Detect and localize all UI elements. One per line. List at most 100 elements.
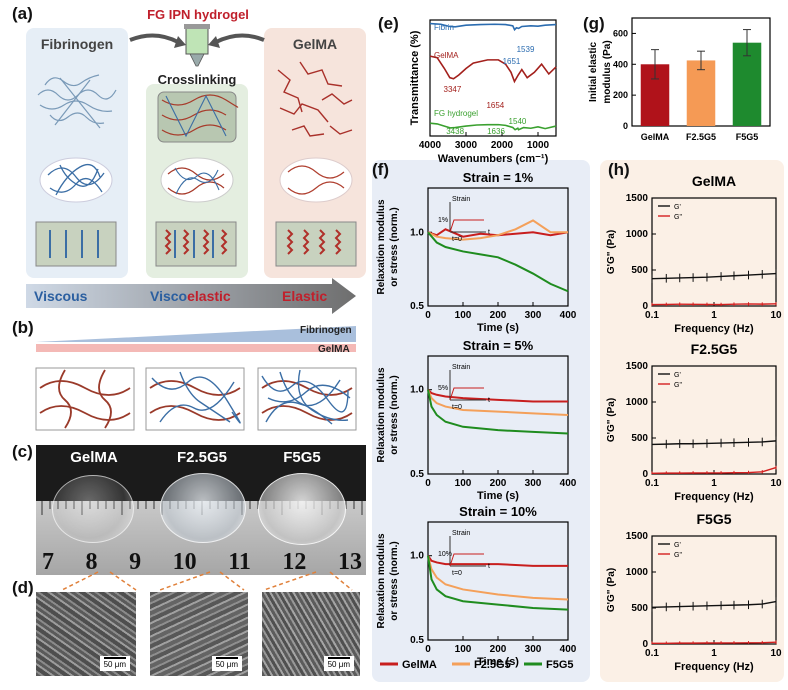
inset-t: t	[488, 229, 490, 236]
y-tick-label: 1500	[626, 193, 649, 204]
subplot-title: Strain = 1%	[463, 170, 534, 185]
plot-frame	[651, 197, 777, 307]
inset-strain-label: Strain	[452, 530, 470, 537]
panel-label-e: (e)	[378, 14, 399, 33]
crosslinking-label: Crosslinking	[157, 72, 237, 87]
y-axis-label: G'G" (Pa)	[606, 568, 617, 612]
scale-bar-label: 50 μm	[327, 660, 350, 669]
legend-label: F5G5	[546, 659, 574, 671]
viscoelastic-label: Viscoelastic	[150, 288, 231, 304]
inset-strain-label: Strain	[452, 364, 470, 371]
x-tick-label: 1	[711, 310, 717, 321]
legend-label: G"	[674, 214, 682, 221]
series-g-double-prime	[651, 466, 777, 474]
sem-image-f5g5: 50 μm	[262, 592, 360, 676]
plot-frame	[651, 535, 777, 645]
viscoelastic-block	[155, 221, 237, 267]
legend-label: G"	[674, 382, 682, 389]
y-tick-label: 0	[642, 301, 648, 312]
inset-strain-value: 10%	[438, 551, 452, 558]
hydrogel-gelma	[52, 475, 134, 543]
x-tick-label: 0	[425, 644, 431, 655]
legend-label: G'	[674, 542, 681, 549]
series-line-gelma	[427, 388, 568, 403]
y-axis-label-line2: or stress (norm.)	[389, 207, 400, 286]
plot-frame	[429, 19, 557, 137]
series-line-f25g5	[427, 219, 568, 241]
y-axis-label: Transmittance (%)	[409, 30, 421, 125]
x-tick-label: F2.5G5	[686, 132, 716, 142]
inset-t: t	[488, 563, 490, 570]
x-tick-label: 4000	[419, 140, 442, 151]
inset-strain-step	[449, 219, 484, 233]
panel-label-g: (g)	[583, 14, 605, 33]
photo-hydrogels: 7 8 9 10 11 12 13 GelMA F2.5G5 F5G5	[36, 445, 366, 575]
fibrinogen-label: Fibrinogen	[40, 36, 114, 52]
scale-bar: 50 μm	[99, 656, 130, 671]
ruler-number: 10	[172, 549, 197, 575]
y-tick-label: 0	[642, 469, 648, 480]
legend-label: GelMA	[402, 659, 437, 671]
panel-b-schematic	[35, 326, 357, 431]
inset-strain-value: 5%	[438, 385, 448, 392]
inset-t0: t=0	[452, 404, 462, 411]
legend-fibrin: Fibrin	[434, 23, 454, 32]
left-arrow	[129, 33, 179, 44]
gelma-label: GelMA	[292, 36, 338, 52]
viscous-block	[35, 221, 117, 267]
network-gelma	[35, 367, 135, 431]
y-tick-label: 1000	[626, 229, 649, 240]
y-axis-label-line1: Relaxation modulus	[376, 199, 387, 294]
y-axis-label-line1: Initial elastic	[588, 42, 599, 102]
x-tick-label: 300	[525, 644, 542, 655]
zoom-lines	[61, 571, 353, 591]
y-tick-label: 500	[631, 433, 648, 444]
hydrogel-f25g5	[160, 473, 246, 543]
y-tick-label: 200	[613, 90, 628, 100]
viscoelastic-arrow	[26, 278, 356, 314]
x-tick-label: 10	[770, 648, 782, 659]
x-tick-label: 0	[425, 478, 431, 489]
gelma-bar	[36, 344, 356, 352]
ruler-number: 13	[337, 549, 362, 575]
elastic-label: Elastic	[282, 288, 328, 304]
inset-t0: t=0	[452, 236, 462, 243]
x-tick-label: 100	[455, 644, 472, 655]
series-line-fibrin	[429, 22, 557, 32]
panel-label-c: (c)	[12, 442, 33, 461]
sample-label-gelma: GelMA	[70, 449, 118, 466]
series-g-prime	[651, 600, 777, 608]
series-line-f5g5	[427, 389, 569, 435]
panel-label-b: (b)	[12, 318, 34, 337]
ruler-number: 12	[282, 549, 307, 575]
x-tick-label: 1000	[527, 140, 550, 151]
elastic-block	[275, 221, 357, 267]
panel-h-background	[600, 160, 784, 682]
syringe-icon	[184, 24, 210, 67]
y-tick-label: 0	[642, 639, 648, 650]
peak-annotation: 1539	[517, 45, 535, 54]
x-tick-label: 100	[455, 310, 472, 321]
ruler-numbers: 7 8 9 10 11 12 13	[42, 549, 362, 575]
x-tick-label: 2000	[491, 140, 514, 151]
fibrinogen-gradient-bar	[36, 326, 356, 342]
x-tick-label: 1	[711, 648, 717, 659]
y-tick-label: 1.0	[410, 385, 424, 396]
panel-a-schematic	[26, 24, 357, 314]
y-tick-label: 1.0	[410, 551, 424, 562]
legend-label: F2.5G5	[474, 659, 511, 671]
bar	[732, 42, 762, 126]
y-tick-label: 600	[613, 28, 628, 38]
subplot-title: F5G5	[696, 511, 731, 527]
x-tick-label: 100	[455, 478, 472, 489]
fibrinogen-bar-label: Fibrinogen	[300, 325, 352, 336]
fg-ipn-title: FG IPN hydrogel	[147, 7, 249, 22]
bar	[686, 60, 716, 126]
panel-label-h: (h)	[608, 160, 630, 179]
series-g-prime	[651, 272, 777, 280]
y-axis-label-line2: or stress (norm.)	[389, 375, 400, 454]
subplot-title: Strain = 10%	[459, 504, 537, 519]
x-tick-label: 200	[490, 310, 507, 321]
hydrogel-f5g5	[258, 473, 346, 545]
peak-annotation: 1651	[503, 57, 521, 66]
